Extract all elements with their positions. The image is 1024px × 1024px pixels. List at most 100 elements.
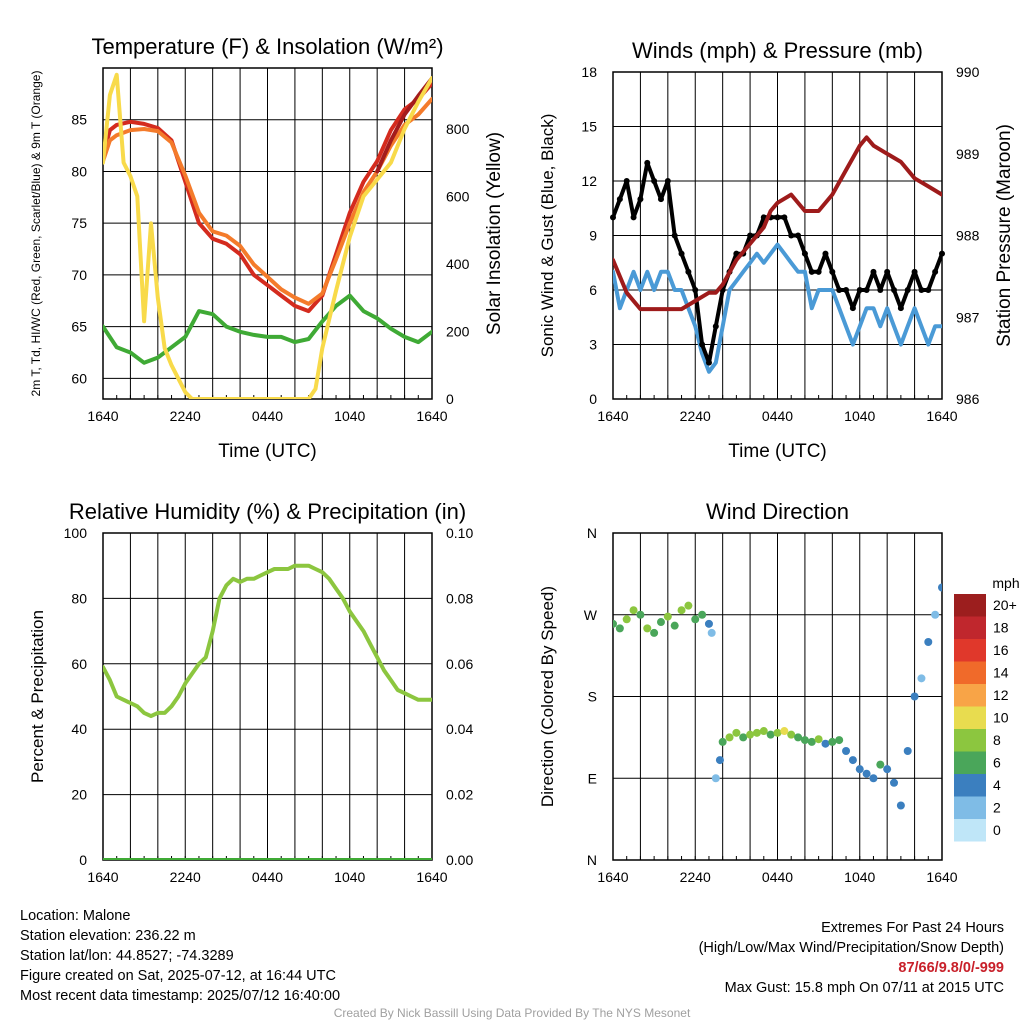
- gust-point: [863, 287, 870, 293]
- gust-point: [897, 305, 904, 312]
- legend-title: mph: [992, 575, 1019, 591]
- legend-swatch: [954, 819, 986, 842]
- direction-point: [718, 737, 727, 746]
- x-tick-label: 0440: [762, 869, 793, 885]
- legend-label: 12: [993, 687, 1009, 703]
- gust-point: [884, 268, 891, 275]
- direction-point: [725, 733, 734, 742]
- series-line: [103, 563, 432, 719]
- y-tick-label: N: [587, 525, 597, 541]
- gust-point: [932, 268, 939, 275]
- x-axis-label: Time (UTC): [218, 441, 317, 462]
- direction-point: [800, 736, 809, 745]
- y-right-tick-label: 0.10: [446, 525, 473, 541]
- direction-point: [704, 619, 713, 628]
- y-right-tick-label: 990: [956, 64, 980, 80]
- series-line: [103, 293, 432, 365]
- extremes-title: Extremes For Past 24 Hours: [821, 920, 1004, 936]
- gust-point: [849, 305, 856, 312]
- direction-point: [650, 628, 659, 637]
- gust-point: [801, 250, 808, 257]
- x-tick-label: 1640: [597, 408, 628, 424]
- direction-point: [643, 624, 652, 633]
- direction-point: [684, 601, 693, 610]
- direction-point: [613, 619, 617, 628]
- series-line: [613, 135, 942, 312]
- y-axis-label: Percent & Precipitation: [28, 610, 47, 783]
- meteogram-figure: Temperature (F) & Insolation (W/m²)1640 2…: [28, 34, 1020, 885]
- gust-point: [699, 341, 706, 348]
- legend-swatch: [954, 751, 986, 774]
- gust-point: [623, 178, 630, 184]
- x-tick-label: 1040: [844, 408, 875, 424]
- gust-point: [657, 196, 664, 203]
- gust-point: [664, 178, 671, 184]
- gust-point: [644, 159, 651, 166]
- gust-point: [911, 268, 918, 275]
- y-right-tick-label: 0: [446, 391, 454, 407]
- y-tick-label: 80: [71, 163, 87, 179]
- gust-point: [747, 232, 754, 239]
- extremes-info: Extremes For Past 24 Hours (High/Low/Max…: [699, 918, 1004, 998]
- gust-point: [870, 268, 877, 275]
- gust-point: [808, 268, 815, 275]
- y-tick-label: 100: [64, 525, 88, 541]
- y-right-tick-label: 987: [956, 309, 980, 325]
- x-tick-label: 1640: [87, 869, 118, 885]
- gust-point: [795, 232, 802, 239]
- chart-title: Winds (mph) & Pressure (mb): [632, 38, 923, 63]
- y-right-axis-label: Solar Insolation (Yellow): [484, 132, 505, 335]
- direction-point: [698, 610, 707, 619]
- location-text: Location: Malone: [20, 908, 131, 924]
- direction-point: [807, 737, 816, 746]
- y-tick-label: 40: [71, 721, 87, 737]
- legend-label: 8: [993, 732, 1001, 748]
- legend-label: 20+: [993, 597, 1017, 613]
- gust-point: [877, 287, 884, 293]
- direction-point: [752, 728, 761, 737]
- gust-point: [918, 287, 925, 293]
- direction-point: [691, 615, 700, 624]
- gust-point: [671, 232, 678, 239]
- y-right-axis-label: Station Pressure (Maroon): [994, 124, 1015, 347]
- gust-point: [843, 287, 850, 293]
- y-tick-label: S: [588, 689, 597, 705]
- y-tick-label: 85: [71, 112, 87, 128]
- gust-point: [939, 250, 945, 257]
- gust-point: [637, 196, 644, 203]
- gust-point: [788, 232, 795, 239]
- direction-point: [842, 747, 851, 755]
- direction-point: [814, 735, 823, 744]
- x-tick-label: 1640: [926, 869, 957, 885]
- y-tick-label: 60: [71, 656, 87, 672]
- direction-point: [622, 615, 631, 624]
- credit-text: Created By Nick Bassill Using Data Provi…: [333, 1006, 691, 1020]
- legend-label: 10: [993, 710, 1009, 726]
- direction-point: [862, 769, 871, 778]
- gust-point: [925, 287, 932, 293]
- y-tick-label: 18: [581, 64, 597, 80]
- y-right-tick-label: 0.02: [446, 787, 473, 803]
- legend-label: 0: [993, 822, 1001, 838]
- x-tick-label: 1040: [334, 869, 365, 885]
- direction-point: [711, 774, 720, 783]
- y-right-tick-label: 986: [956, 391, 980, 407]
- max-gust-text: Max Gust: 15.8 mph On 07/11 at 2015 UTC: [724, 980, 1004, 996]
- series-line: [613, 242, 942, 374]
- gust-point: [891, 287, 898, 293]
- gust-point: [781, 214, 788, 221]
- gust-point: [774, 214, 781, 221]
- y-right-tick-label: 800: [446, 121, 470, 137]
- latlon-text: Station lat/lon: 44.8527; -74.3289: [20, 948, 234, 964]
- gust-point: [630, 214, 637, 221]
- gust-point: [836, 287, 843, 293]
- direction-point: [670, 621, 679, 630]
- x-tick-label: 1040: [334, 408, 365, 424]
- direction-point: [835, 736, 844, 745]
- y-tick-label: 15: [581, 119, 597, 135]
- series-line: [103, 81, 432, 314]
- y-right-tick-label: 0.08: [446, 590, 473, 606]
- series-line: [103, 97, 432, 306]
- direction-point: [759, 727, 768, 736]
- y-right-tick-label: 600: [446, 188, 470, 204]
